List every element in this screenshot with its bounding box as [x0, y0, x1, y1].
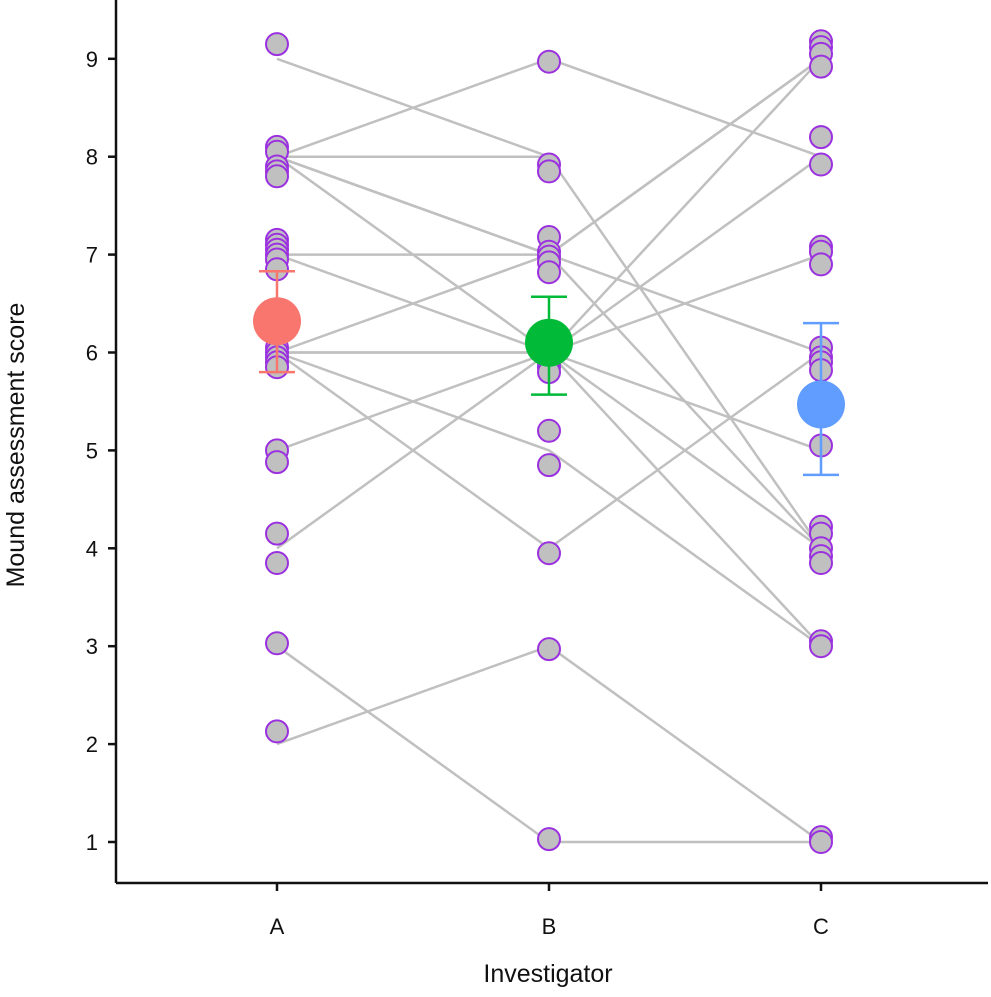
data-point [809, 830, 833, 854]
data-point [809, 252, 833, 277]
y-tick-label: 7 [86, 243, 98, 268]
x-tick-label: C [813, 914, 829, 939]
connector-line [276, 351, 822, 648]
data-point [537, 49, 561, 74]
mean-marker [253, 297, 301, 346]
y-tick-label: 9 [86, 47, 98, 72]
connector-line [276, 645, 821, 844]
data-point [537, 260, 561, 285]
data-point [265, 631, 289, 656]
data-point [537, 159, 561, 184]
y-tick-label: 1 [86, 830, 98, 855]
axes [114, 0, 988, 885]
data-point [809, 551, 833, 575]
y-tick-label: 4 [86, 536, 98, 561]
data-point [537, 637, 561, 662]
y-tick-label: 2 [86, 732, 98, 757]
mean-markers [253, 297, 845, 429]
data-point [265, 450, 289, 475]
y-tick-label: 6 [86, 341, 98, 366]
y-axis-ticks: 1 2 3 4 5 6 7 8 9 [86, 47, 116, 855]
connector-line [276, 644, 822, 844]
x-axis-title: Investigator [483, 960, 612, 988]
data-point [265, 551, 289, 575]
data-point [265, 164, 289, 189]
x-tick-label: A [270, 914, 285, 939]
y-tick-label: 5 [86, 438, 98, 463]
data-point [809, 634, 833, 659]
data-point [809, 125, 833, 150]
mean-marker [525, 318, 573, 367]
data-point [265, 719, 289, 744]
data-point [265, 32, 289, 57]
data-point [809, 152, 833, 177]
x-axis-ticks: A B C [270, 883, 829, 939]
data-point [809, 54, 833, 79]
data-point [537, 453, 561, 478]
y-tick-label: 8 [86, 145, 98, 170]
mean-marker [797, 380, 845, 429]
y-axis-title: Mound assessment score [2, 303, 30, 588]
data-point [537, 541, 561, 566]
x-tick-label: B [542, 914, 557, 939]
y-tick-label: 3 [86, 634, 98, 659]
data-point [265, 521, 289, 546]
error-bars [259, 269, 839, 477]
connector-line [276, 351, 822, 648]
data-point [537, 418, 561, 443]
data-point [537, 827, 561, 852]
